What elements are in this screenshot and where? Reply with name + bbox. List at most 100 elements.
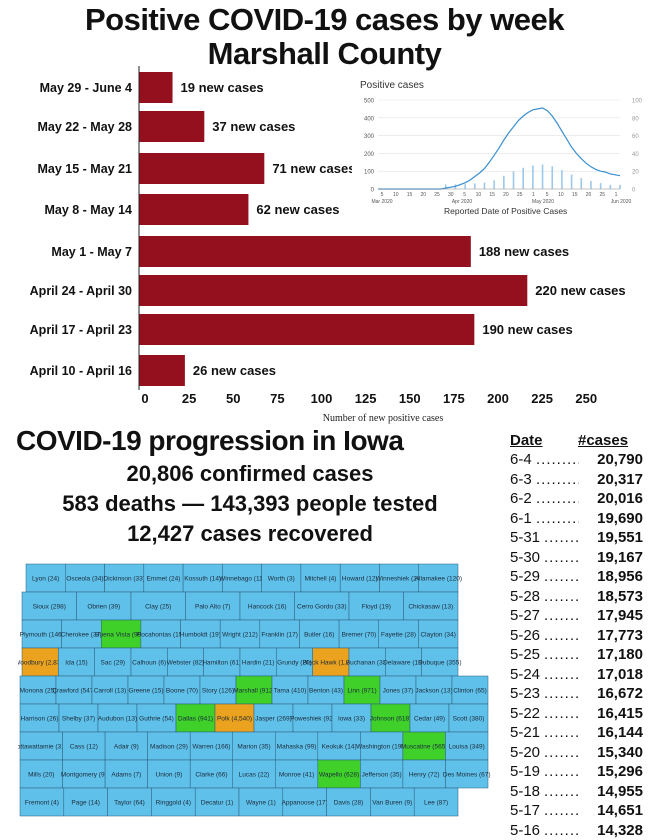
table-row: 5-27.............. 17,945 [510,606,645,626]
x-tick-label: 75 [270,391,284,406]
table-row: 6-3.............. 20,317 [510,470,645,490]
bar [139,72,173,103]
row-cases: 18,573 [597,587,643,605]
data-label: 62 new cases [256,202,339,217]
row-date: 6-3 [510,470,532,488]
county [151,787,196,817]
county-label: Poweshiek (92) [290,716,335,723]
table-row: 5-19.............. 15,296 [510,762,645,782]
county-label: Mills (20) [28,772,54,779]
row-leader-dots: .............. [544,802,579,819]
x-tick-label: 150 [399,391,421,406]
x-axis-label: Number of new positive cases [323,413,444,424]
county [19,787,65,817]
row-cases: 19,167 [597,548,643,566]
county [232,759,276,789]
row-leader-dots: .............. [536,470,579,488]
county-label: Winnebago (11) [219,576,265,583]
inset-x-month-tick: Jun 2020 [611,199,632,205]
row-leader-dots: .............. [536,451,579,468]
county-label: Harrison (26) [21,716,59,723]
county [360,759,404,789]
county [101,619,142,649]
county-label: Woodbury (2,837) [18,660,66,667]
table-row: 5-23.............. 16,672 [510,684,645,704]
county-label: Clinton (65) [453,688,487,695]
county [185,591,241,621]
county [418,619,459,649]
county-label: Lucas (22) [239,772,270,779]
county-label: Linn (971) [347,688,376,695]
table-row: 5-24.............. 17,018 [510,665,645,685]
county-label: Fayette (28) [381,632,416,639]
inset-y-tick: 100 [364,170,375,176]
row-cases: 17,180 [597,646,643,663]
county [97,703,138,733]
bar [139,194,249,225]
county [203,647,241,677]
county-label: Benton (43) [309,688,343,695]
iowa-county-map: Lyon (24) Osceola (34) Dickinson (33) Emmet… [18,563,491,817]
bar [139,236,471,267]
county-label: Shelby (37) [62,716,95,723]
row-cases: 20,317 [597,470,643,488]
county-label: Warren (166) [192,744,230,751]
inset-x-day-tick: 20 [503,192,509,198]
county-label: Des Moines (67) [443,772,491,779]
x-tick-label: 125 [355,391,377,406]
row-leader-dots: .............. [544,685,579,702]
county [175,703,216,733]
inset-daily-bar [464,184,466,189]
row-date: 5-26 [510,626,541,644]
county [317,759,361,789]
inset-daily-bar [483,182,486,189]
county [182,563,223,593]
county-label: Jackson (13) [415,688,452,695]
county [370,787,415,817]
county-label: Franklin (17) [261,632,297,639]
county-label: Cedar (49) [414,716,445,723]
bar [139,275,528,306]
row-cases: 18,956 [597,568,643,585]
county [317,731,361,761]
county-label: Hardin (21) [242,660,275,667]
row-cases: 19,690 [597,509,643,527]
county-label: Wright (212) [222,632,258,639]
row-cases: 19,551 [597,529,643,546]
row-cases: 16,672 [597,685,643,702]
category-label: April 10 - April 16 [30,364,132,378]
inset-daily-bar [561,170,563,189]
inset-daily-bar [599,183,602,189]
county [127,675,165,705]
inset-x-day-tick: 25 [517,192,523,198]
bar [139,355,185,386]
county [343,675,381,705]
county-label: Dubuque (355) [418,660,461,667]
county [62,759,106,789]
county [413,787,459,817]
county [418,563,459,593]
county-label: Winneshiek (24) [376,576,423,583]
inset-x-day-tick: 5 [463,192,466,198]
row-leader-dots: .............. [536,490,579,507]
county [238,787,284,817]
county [385,647,422,677]
row-date: 6-1 [510,509,532,527]
row-date: 5-21 [510,724,541,741]
county-label: Mitchell (4) [305,576,337,583]
county-label: Howard (12) [342,576,378,583]
inset-daily-bar [522,167,524,189]
inset-daily-bar [474,183,476,189]
county-label: Floyd (19) [362,604,391,611]
county-label: Audubon (13) [98,716,137,723]
inset-daily-bar [532,165,534,189]
table-row: 6-2.............. 20,016 [510,489,645,509]
row-leader-dots: .............. [544,626,579,644]
county [199,675,237,705]
county-label: Henry (72) [409,772,440,779]
inset-daily-bar [512,171,515,189]
county [76,591,132,621]
county-label: Monroe (41) [279,772,314,779]
data-label: 220 new cases [535,283,625,298]
county-label: Ringgold (4) [156,800,191,807]
